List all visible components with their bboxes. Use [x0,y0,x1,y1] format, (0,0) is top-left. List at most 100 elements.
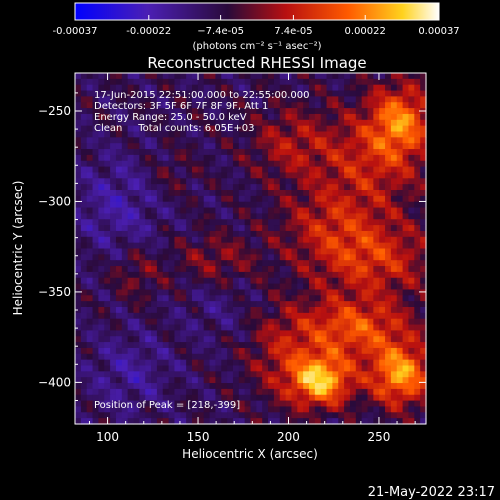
heatmap-cell [156,412,164,419]
heatmap-cell [180,406,187,413]
heatmap-cell [396,225,404,232]
heatmap-cell [420,359,427,367]
heatmap-cell [227,283,234,291]
heatmap-cell [104,371,111,378]
heatmap-cell [98,125,105,133]
heatmap-cell [92,260,99,267]
heatmap-cell [227,90,234,97]
heatmap-cell [402,184,410,191]
heatmap-cell [408,248,415,255]
heatmap-cell [145,277,152,285]
heatmap-cell [192,336,199,343]
heatmap-cell [121,108,129,115]
heatmap-cell [332,365,339,372]
heatmap-cell [402,383,410,390]
heatmap-cell [379,266,386,273]
heatmap-cell [408,230,415,238]
heatmap-cell [133,365,140,372]
heatmap-cell [139,301,146,308]
heatmap-cell [75,400,82,408]
heatmap-cell [127,90,135,97]
heatmap-cell [373,324,380,331]
heatmap-cell [174,271,181,279]
heatmap-cell [215,394,222,402]
heatmap-cell [414,394,421,402]
heatmap-cell [390,359,398,367]
heatmap-cell [221,96,228,103]
heatmap-cell [390,336,398,343]
heatmap-cell [402,201,410,209]
heatmap-cell [303,324,310,331]
heatmap-cell [215,113,222,121]
heatmap-cell [285,236,293,244]
heatmap-image [75,73,427,425]
heatmap-cell [309,248,316,255]
heatmap-cell [250,330,257,337]
heatmap-cell [127,119,135,127]
heatmap-cell [174,324,181,331]
heatmap-cell [121,307,129,314]
heatmap-cell [402,277,410,285]
heatmap-cell [309,271,316,279]
heatmap-cell [145,289,152,296]
heatmap-cell [314,277,322,285]
heatmap-cell [244,388,252,396]
heatmap-cell [104,266,111,273]
heatmap-cell [232,400,240,408]
heatmap-cell [215,230,222,238]
heatmap-cell [297,295,304,302]
heatmap-cell [174,353,181,361]
heatmap-cell [238,96,246,103]
heatmap-cell [86,154,94,162]
heatmap-cell [268,359,275,367]
heatmap-cell [396,266,404,273]
heatmap-cell [215,195,222,203]
x-tick-label: 150 [187,430,210,444]
heatmap-cell [349,178,357,185]
heatmap-cell [197,90,205,97]
heatmap-cell [250,342,257,349]
heatmap-cell [256,213,263,220]
heatmap-cell [349,207,357,214]
heatmap-cell [385,400,392,408]
heatmap-cell [86,125,94,133]
heatmap-cell [314,301,322,308]
heatmap-cell [256,406,263,413]
heatmap-cell [92,78,99,86]
heatmap-cell [273,213,281,220]
heatmap-cell [402,131,410,138]
heatmap-cell [145,359,152,367]
heatmap-cell [268,207,275,214]
heatmap-cell [92,330,99,337]
heatmap-cell [344,289,351,296]
heatmap-cell [168,388,176,396]
heatmap-cell [297,225,304,232]
heatmap-cell [314,418,322,425]
heatmap-cell [279,383,287,390]
heatmap-cell [262,307,269,314]
heatmap-cell [86,149,94,156]
heatmap-cell [332,406,339,413]
heatmap-cell [309,289,316,296]
heatmap-cell [145,207,152,214]
heatmap-cell [303,289,310,296]
heatmap-cell [186,342,193,349]
heatmap-cell [110,184,117,191]
heatmap-cell [215,353,222,361]
heatmap-cell [262,166,269,174]
heatmap-cell [285,113,293,121]
heatmap-cell [344,330,351,337]
heatmap-cell [186,365,193,372]
heatmap-cell [232,195,240,203]
heatmap-cell [80,178,88,185]
heatmap-cell [156,131,164,138]
heatmap-cell [75,84,82,92]
heatmap-cell [75,324,82,331]
heatmap-cell [80,131,88,138]
heatmap-cell [320,406,328,413]
heatmap-cell [414,131,421,138]
heatmap-cell [273,172,281,179]
heatmap-cell [156,383,164,390]
heatmap-cell [262,119,269,127]
heatmap-cell [75,359,82,367]
